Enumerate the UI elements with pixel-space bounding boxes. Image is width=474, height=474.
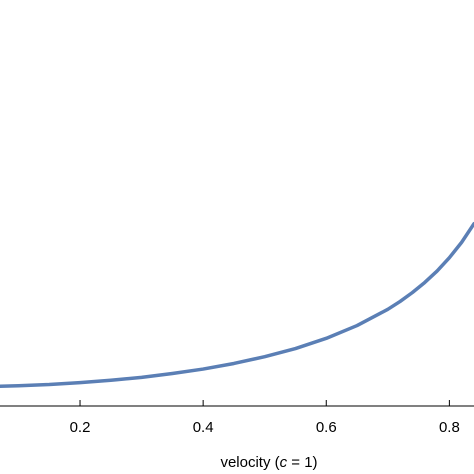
series-line [0, 221, 474, 389]
x-tick-label: 0.8 [439, 419, 460, 436]
x-tick-label: 0.2 [70, 419, 91, 436]
x-axis-label: velocity (c = 1) [220, 454, 317, 471]
x-axis-label-part-2: c [280, 454, 288, 471]
x-axis-label-part-1: velocity ( [220, 454, 279, 471]
x-axis-label-part-3: = 1) [287, 454, 317, 471]
x-tick-label: 0.6 [316, 419, 337, 436]
x-ticks: 0.2 0.4 0.6 0.8 [70, 400, 460, 436]
x-tick-label: 0.4 [193, 419, 214, 436]
series-layer [0, 221, 474, 389]
axes: 0.2 0.4 0.6 0.8 [0, 400, 474, 436]
